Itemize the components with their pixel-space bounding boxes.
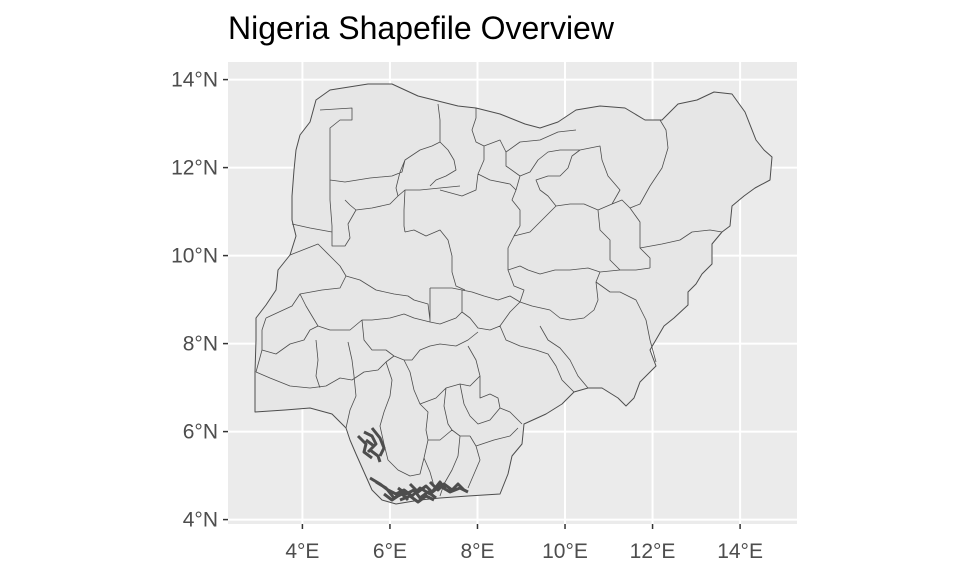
y-tick-label: 6°N xyxy=(183,421,218,444)
x-tick-label: 14°E xyxy=(717,540,763,563)
nigeria-map xyxy=(254,83,773,505)
state-boundaries xyxy=(255,103,723,497)
y-tick-label: 4°N xyxy=(183,509,218,532)
x-tick-label: 4°E xyxy=(285,540,319,563)
x-tick-label: 10°E xyxy=(542,540,588,563)
x-axis: 4°E 6°E 8°E 10°E 12°E 14°E xyxy=(285,524,763,563)
niger-delta-detail xyxy=(356,427,469,504)
y-tick-label: 10°N xyxy=(171,245,218,268)
y-tick-label: 14°N xyxy=(171,69,218,92)
x-tick-label: 6°E xyxy=(373,540,407,563)
y-tick-label: 8°N xyxy=(183,333,218,356)
delta-creeks xyxy=(356,427,469,504)
y-tick-label: 12°N xyxy=(171,157,218,180)
country-outline xyxy=(254,83,773,505)
plot-title: Nigeria Shapefile Overview xyxy=(228,10,614,46)
x-tick-label: 8°E xyxy=(460,540,494,563)
x-tick-label: 12°E xyxy=(630,540,676,563)
y-axis: 4°N 6°N 8°N 10°N 12°N 14°N xyxy=(171,69,228,532)
